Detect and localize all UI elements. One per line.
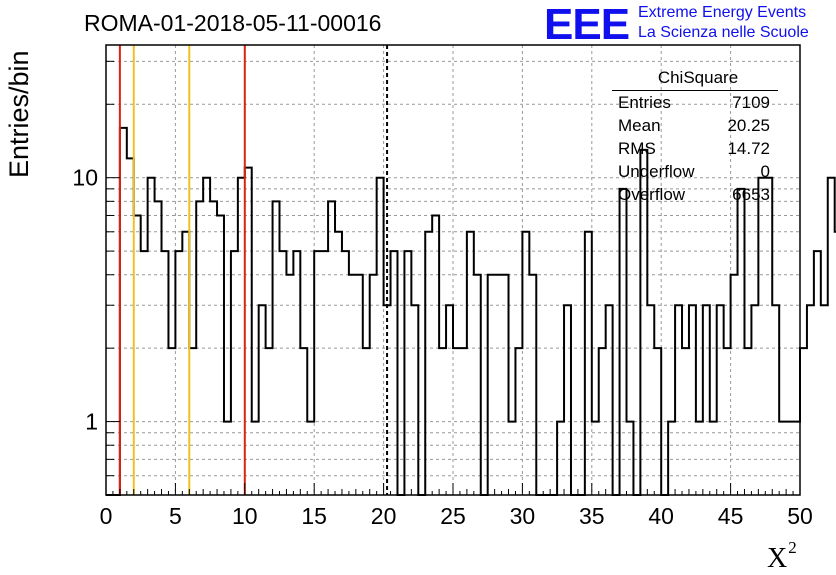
x-tick-label: 20 — [371, 503, 397, 529]
chart-title: ROMA-01-2018-05-11-00016 — [84, 10, 382, 36]
stats-label: Underflow — [618, 162, 695, 181]
stats-value: 6653 — [732, 185, 770, 204]
stats-value: 0 — [760, 162, 770, 181]
stats-label: RMS — [618, 139, 656, 158]
stats-value: 20.25 — [727, 116, 770, 135]
histogram-series — [106, 126, 836, 496]
x-tick-label: 0 — [100, 503, 113, 529]
stats-value: 14.72 — [727, 139, 770, 158]
stats-label: Entries — [618, 93, 671, 112]
x-axis-label: X2 — [767, 538, 797, 574]
x-tick-label: 40 — [648, 503, 674, 529]
logo-line-1: Extreme Energy Events — [638, 4, 807, 21]
stats-box-title: ChiSquare — [612, 66, 778, 91]
stats-label: Overflow — [618, 185, 686, 204]
x-tick-label: 50 — [787, 503, 813, 529]
stats-row-entries: Entries 7109 — [612, 91, 778, 114]
stats-row-mean: Mean 20.25 — [612, 114, 778, 137]
x-tick-label: 25 — [440, 503, 466, 529]
x-tick-label: 35 — [579, 503, 605, 529]
x-tick-label: 15 — [301, 503, 327, 529]
x-tick-label: 45 — [718, 503, 744, 529]
stats-row-overflow: Overflow 6653 — [612, 183, 778, 206]
stats-value: 7109 — [732, 93, 770, 112]
x-tick-label: 5 — [169, 503, 182, 529]
x-tick-label: 10 — [232, 503, 258, 529]
logo-line-2: La Scienza nelle Scuole — [638, 24, 809, 41]
stats-label: Mean — [618, 116, 661, 135]
y-tick-label: 1 — [85, 409, 98, 435]
logo-mark: EEE — [544, 0, 630, 49]
x-tick-label: 30 — [510, 503, 536, 529]
stats-box: ChiSquare Entries 7109 Mean 20.25 RMS 14… — [612, 66, 778, 206]
stats-row-underflow: Underflow 0 — [612, 160, 778, 183]
stats-row-rms: RMS 14.72 — [612, 137, 778, 160]
y-tick-label: 10 — [72, 165, 98, 191]
